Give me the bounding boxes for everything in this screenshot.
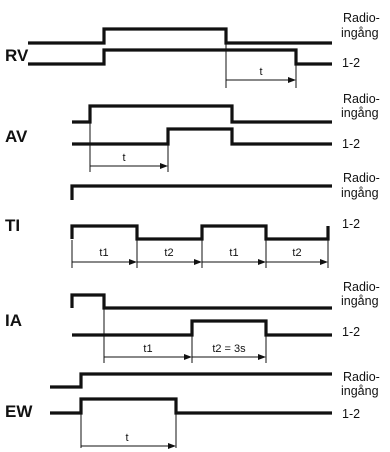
radio-input-signal — [72, 104, 332, 124]
output-signal — [50, 397, 332, 415]
radio-input-label: Radio- — [343, 92, 380, 106]
arrowhead — [258, 354, 266, 360]
mode-ti: TI t1 t2 t1 t2 Radio- ingång 1-2 — [5, 171, 380, 268]
arrowhead — [168, 443, 176, 449]
radio-input-label: ingång — [341, 106, 379, 120]
radio-input-signal — [70, 293, 332, 310]
output-label: 1-2 — [342, 137, 360, 151]
duration-label: t2 = 3s — [212, 343, 246, 355]
mode-av: AV t Radio- ingång 1-2 — [5, 92, 380, 172]
mode-label-ti: TI — [5, 216, 20, 235]
output-label: 1-2 — [342, 217, 360, 231]
duration-label: t2 — [292, 247, 301, 259]
mode-label-ia: IA — [5, 311, 22, 330]
radio-input-label: ingång — [341, 384, 379, 398]
radio-input-label: Radio- — [343, 370, 380, 384]
radio-input-signal — [50, 372, 332, 389]
radio-input-signal — [28, 27, 332, 45]
radio-input-label: ingång — [341, 186, 379, 200]
duration-label: t — [125, 432, 128, 444]
duration-label: t — [122, 152, 125, 164]
duration-label: t1 — [143, 343, 152, 355]
arrowhead — [288, 77, 296, 83]
arrowhead — [184, 354, 192, 360]
mode-label-ew: EW — [5, 402, 33, 421]
arrowhead — [129, 259, 137, 265]
mode-label-rv: RV — [5, 46, 29, 65]
radio-input-label: ingång — [341, 294, 379, 308]
radio-input-label: Radio- — [343, 11, 380, 25]
radio-input-label: Radio- — [343, 171, 380, 185]
duration-label: t2 — [164, 247, 173, 259]
duration-label: t — [259, 66, 262, 78]
arrowhead — [160, 163, 168, 169]
radio-input-signal — [70, 184, 332, 200]
mode-ew: EW t Radio- ingång 1-2 — [5, 370, 380, 449]
mode-rv: RV t Radio- ingång 1-2 — [5, 11, 380, 88]
output-label: 1-2 — [342, 407, 360, 421]
arrowhead — [194, 259, 202, 265]
duration-label: t1 — [99, 247, 108, 259]
output-label: 1-2 — [342, 56, 360, 70]
output-label: 1-2 — [342, 325, 360, 339]
output-signal — [72, 319, 332, 337]
radio-input-label: ingång — [341, 26, 379, 40]
mode-ia: IA t1 t2 = 3s Radio- ingång 1-2 — [5, 280, 380, 363]
radio-input-label: Radio- — [343, 280, 380, 294]
output-signal — [70, 224, 330, 241]
duration-label: t1 — [229, 247, 238, 259]
arrowhead — [258, 259, 266, 265]
mode-label-av: AV — [5, 127, 28, 146]
output-signal — [28, 48, 332, 66]
output-signal — [72, 127, 332, 146]
arrowhead — [320, 259, 328, 265]
